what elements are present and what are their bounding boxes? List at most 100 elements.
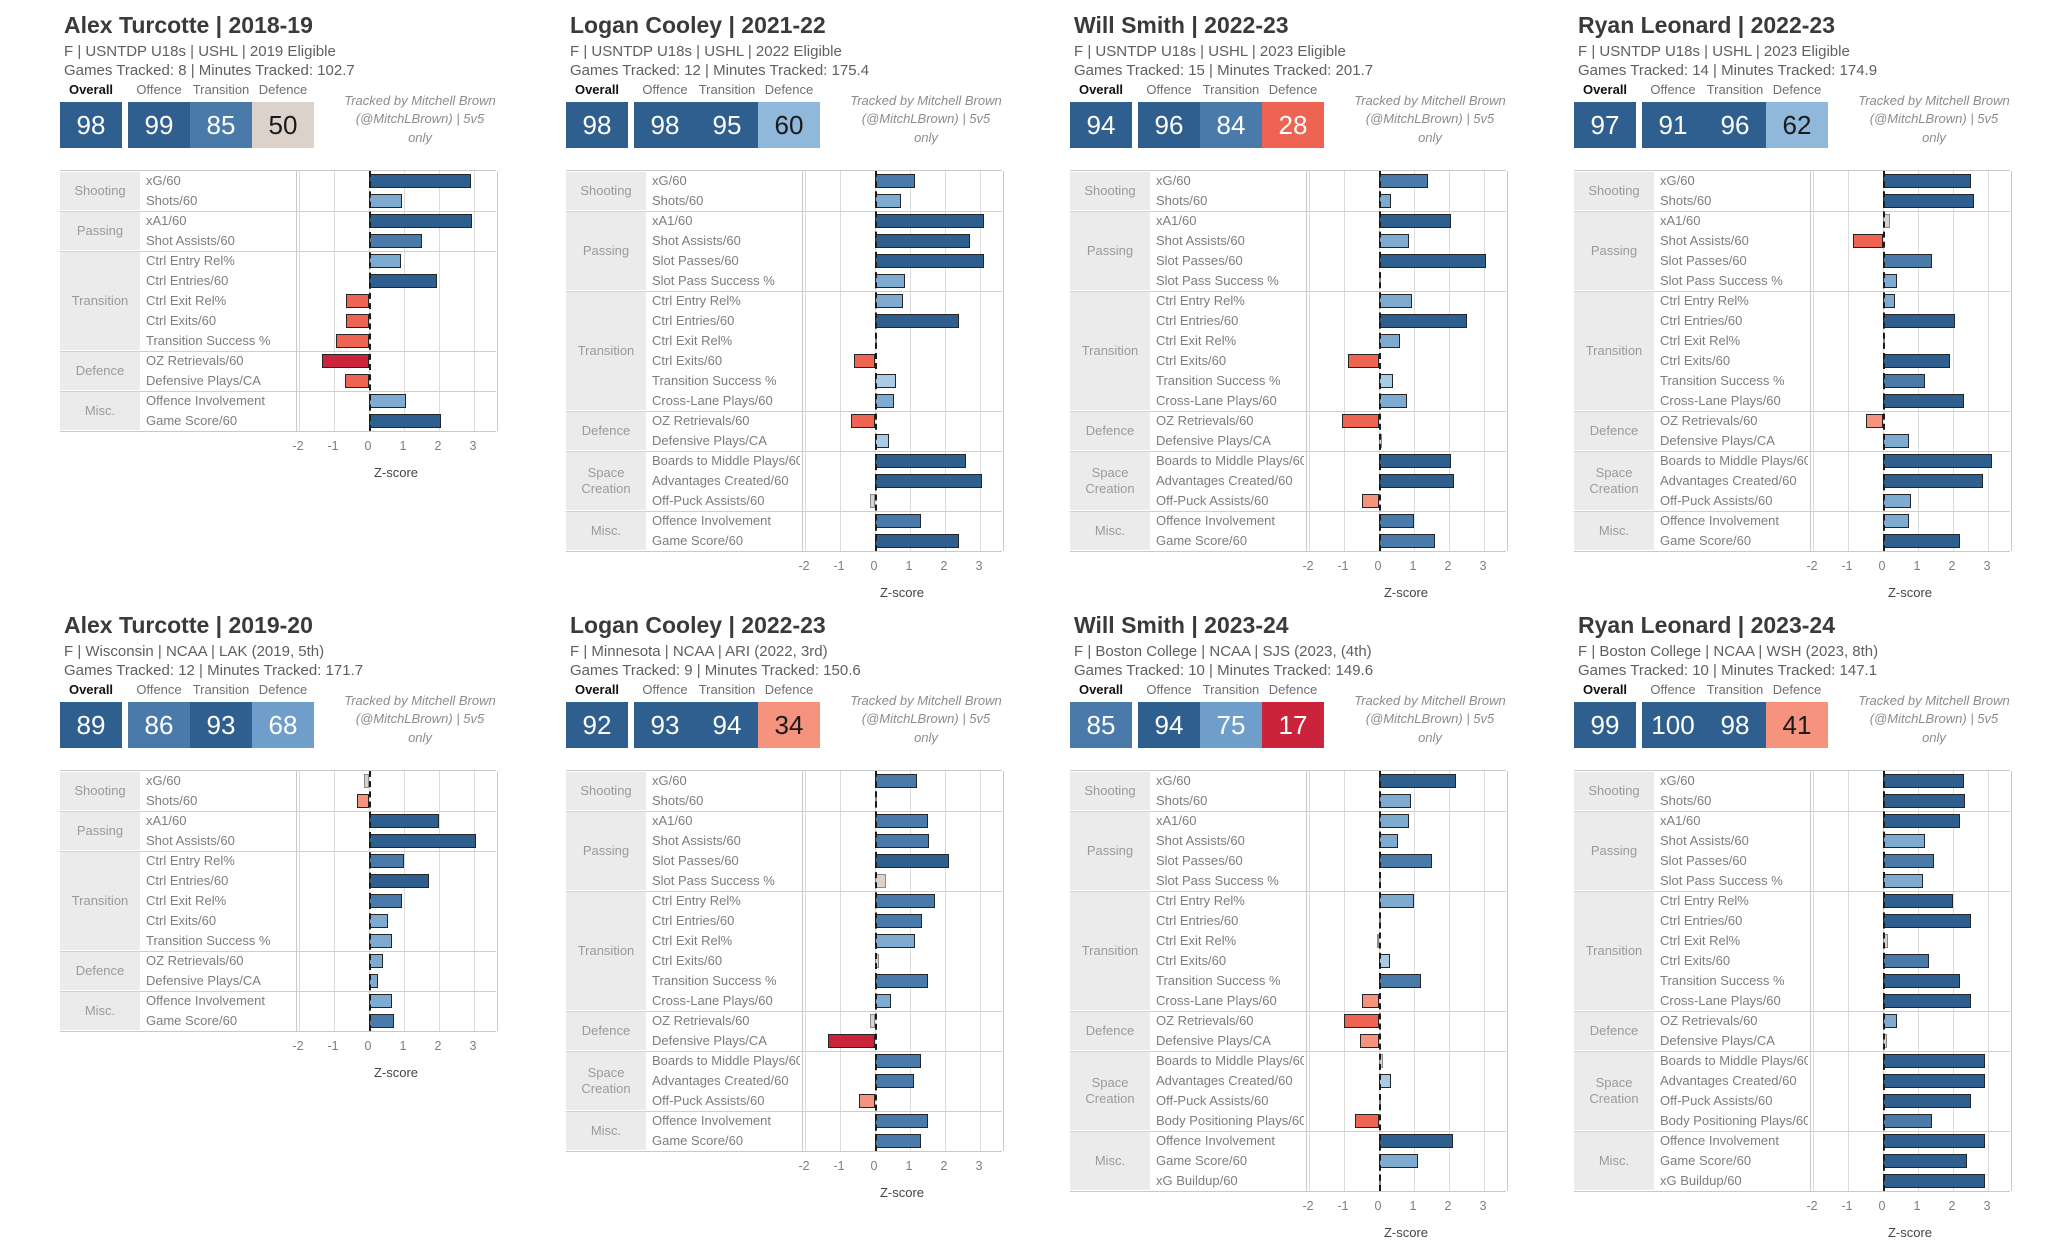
zscore-bar[interactable] xyxy=(875,994,891,1008)
transition-score-box[interactable]: 94 xyxy=(696,702,758,748)
zscore-bar[interactable] xyxy=(369,854,404,868)
zscore-bar[interactable] xyxy=(1379,394,1407,408)
zscore-bar[interactable] xyxy=(875,254,984,268)
defence-score-box[interactable]: 28 xyxy=(1262,102,1324,148)
overall-score-box[interactable]: 98 xyxy=(60,102,122,148)
transition-score-box[interactable]: 96 xyxy=(1704,102,1766,148)
transition-score-box[interactable]: 95 xyxy=(696,102,758,148)
transition-score-box[interactable]: 75 xyxy=(1200,702,1262,748)
zscore-bar[interactable] xyxy=(859,1094,875,1108)
zscore-bar[interactable] xyxy=(1379,1134,1453,1148)
zscore-bar[interactable] xyxy=(875,214,984,228)
zscore-bar[interactable] xyxy=(356,794,369,808)
zscore-bar[interactable] xyxy=(875,374,896,388)
zscore-bar[interactable] xyxy=(875,194,902,208)
zscore-bar[interactable] xyxy=(369,874,429,888)
offence-score-box[interactable]: 98 xyxy=(634,102,696,148)
zscore-bar[interactable] xyxy=(1379,854,1432,868)
zscore-bar[interactable] xyxy=(875,814,928,828)
zscore-bar[interactable] xyxy=(875,234,970,248)
offence-score-box[interactable]: 100 xyxy=(1642,702,1704,748)
zscore-bar[interactable] xyxy=(875,1114,928,1128)
zscore-bar[interactable] xyxy=(1883,1014,1897,1028)
zscore-bar[interactable] xyxy=(1883,474,1983,488)
zscore-bar[interactable] xyxy=(875,454,966,468)
zscore-bar[interactable] xyxy=(1379,254,1486,268)
zscore-bar[interactable] xyxy=(875,834,930,848)
zscore-bar[interactable] xyxy=(369,414,441,428)
zscore-bar[interactable] xyxy=(875,514,921,528)
zscore-bar[interactable] xyxy=(875,174,916,188)
overall-score-box[interactable]: 99 xyxy=(1574,702,1636,748)
zscore-bar[interactable] xyxy=(1883,814,1960,828)
zscore-bar[interactable] xyxy=(1379,374,1393,388)
zscore-bar[interactable] xyxy=(1883,1134,1985,1148)
zscore-bar[interactable] xyxy=(1883,354,1950,368)
zscore-bar[interactable] xyxy=(1379,774,1456,788)
zscore-bar[interactable] xyxy=(1883,954,1929,968)
overall-score-box[interactable]: 97 xyxy=(1574,102,1636,148)
zscore-bar[interactable] xyxy=(1379,814,1409,828)
zscore-bar[interactable] xyxy=(1883,834,1925,848)
overall-score-box[interactable]: 94 xyxy=(1070,102,1132,148)
offence-score-box[interactable]: 96 xyxy=(1138,102,1200,148)
zscore-bar[interactable] xyxy=(346,314,369,328)
zscore-bar[interactable] xyxy=(869,1014,875,1028)
zscore-bar[interactable] xyxy=(344,374,369,388)
zscore-bar[interactable] xyxy=(369,834,476,848)
zscore-bar[interactable] xyxy=(875,774,917,788)
zscore-bar[interactable] xyxy=(1342,414,1379,428)
zscore-bar[interactable] xyxy=(1883,894,1953,908)
zscore-bar[interactable] xyxy=(1379,534,1435,548)
defence-score-box[interactable]: 62 xyxy=(1766,102,1828,148)
transition-score-box[interactable]: 84 xyxy=(1200,102,1262,148)
zscore-bar[interactable] xyxy=(1883,914,1971,928)
zscore-bar[interactable] xyxy=(1883,514,1910,528)
zscore-bar[interactable] xyxy=(1379,794,1411,808)
zscore-bar[interactable] xyxy=(369,934,392,948)
zscore-bar[interactable] xyxy=(1883,774,1964,788)
zscore-bar[interactable] xyxy=(1379,474,1455,488)
zscore-bar[interactable] xyxy=(1379,234,1409,248)
zscore-bar[interactable] xyxy=(1379,514,1414,528)
zscore-bar[interactable] xyxy=(1361,494,1379,508)
defence-score-box[interactable]: 68 xyxy=(252,702,314,748)
zscore-bar[interactable] xyxy=(875,294,903,308)
zscore-bar[interactable] xyxy=(875,274,905,288)
zscore-bar[interactable] xyxy=(1883,194,1974,208)
zscore-bar[interactable] xyxy=(1883,1094,1971,1108)
zscore-bar[interactable] xyxy=(369,254,401,268)
offence-score-box[interactable]: 91 xyxy=(1642,102,1704,148)
zscore-bar[interactable] xyxy=(1379,454,1451,468)
zscore-bar[interactable] xyxy=(875,394,895,408)
defence-score-box[interactable]: 50 xyxy=(252,102,314,148)
transition-score-box[interactable]: 93 xyxy=(190,702,252,748)
zscore-bar[interactable] xyxy=(875,1074,914,1088)
defence-score-box[interactable]: 60 xyxy=(758,102,820,148)
zscore-bar[interactable] xyxy=(875,854,949,868)
zscore-bar[interactable] xyxy=(875,934,916,948)
transition-score-box[interactable]: 85 xyxy=(190,102,252,148)
zscore-bar[interactable] xyxy=(321,354,369,368)
zscore-bar[interactable] xyxy=(875,974,928,988)
zscore-bar[interactable] xyxy=(369,194,403,208)
zscore-bar[interactable] xyxy=(1883,854,1934,868)
zscore-bar[interactable] xyxy=(1379,294,1413,308)
zscore-bar[interactable] xyxy=(369,274,438,288)
zscore-bar[interactable] xyxy=(369,914,389,928)
zscore-bar[interactable] xyxy=(1344,1014,1379,1028)
zscore-bar[interactable] xyxy=(1883,254,1932,268)
zscore-bar[interactable] xyxy=(1361,994,1379,1008)
zscore-bar[interactable] xyxy=(1883,174,1971,188)
defence-score-box[interactable]: 41 xyxy=(1766,702,1828,748)
zscore-bar[interactable] xyxy=(1379,214,1451,228)
zscore-bar[interactable] xyxy=(875,474,982,488)
zscore-bar[interactable] xyxy=(369,214,473,228)
zscore-bar[interactable] xyxy=(369,174,471,188)
zscore-bar[interactable] xyxy=(875,894,935,908)
zscore-bar[interactable] xyxy=(1377,934,1379,948)
zscore-bar[interactable] xyxy=(1883,794,1966,808)
zscore-bar[interactable] xyxy=(869,494,875,508)
overall-score-box[interactable]: 98 xyxy=(566,102,628,148)
zscore-bar[interactable] xyxy=(369,954,383,968)
